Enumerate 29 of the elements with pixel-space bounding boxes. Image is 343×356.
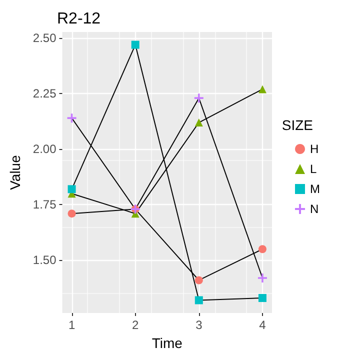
- point: [194, 296, 203, 304]
- y-tick-label: 1.50: [32, 253, 57, 268]
- x-tick-label: 2: [132, 318, 140, 332]
- legend-label: M: [310, 182, 320, 196]
- point: [194, 94, 204, 103]
- point: [194, 118, 203, 127]
- y-tick-label: 1.75: [32, 198, 57, 212]
- legend-label: H: [310, 142, 319, 156]
- y-tick-label: 2.00: [32, 142, 57, 156]
- legend-label: N: [310, 202, 319, 216]
- point: [258, 245, 266, 254]
- point: [68, 210, 76, 218]
- x-tick-label: 3: [196, 318, 203, 332]
- y-tick-label: 2.25: [32, 86, 57, 101]
- point: [131, 40, 140, 49]
- legend-label: L: [310, 162, 318, 176]
- x-tick-label: 1: [68, 318, 76, 332]
- point: [258, 294, 266, 302]
- x-tick-label: 4: [259, 318, 266, 332]
- legend-title: SIZE: [282, 117, 314, 133]
- point: [68, 185, 76, 194]
- x-axis-title: Time: [152, 334, 183, 351]
- y-tick-label: 2.50: [32, 31, 57, 46]
- point: [258, 274, 267, 283]
- point: [194, 276, 203, 284]
- y-axis-title: Value: [7, 154, 23, 190]
- point: [67, 114, 76, 123]
- chart-title: R2-12: [57, 10, 101, 28]
- point: [258, 85, 266, 94]
